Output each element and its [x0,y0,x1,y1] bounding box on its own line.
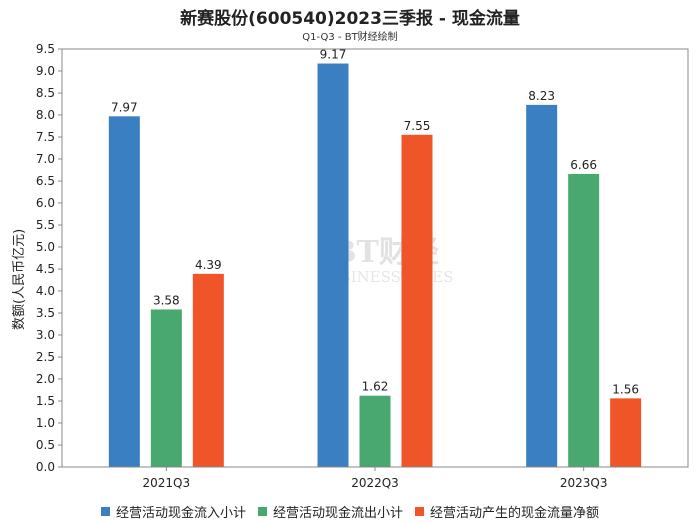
bar [108,116,140,467]
y-tick-label: 8.0 [36,108,55,122]
bar [150,309,182,467]
y-tick-label: 0.0 [36,460,55,474]
plot-frame [61,48,689,468]
y-tick-label: 8.5 [36,86,55,100]
legend: 经营活动现金流入小计 经营活动现金流出小计 经营活动产生的现金流量净额 [0,502,700,521]
y-tick-label: 6.5 [36,174,55,188]
y-tick-label: 3.0 [36,328,55,342]
y-tick-label: 7.0 [36,152,55,166]
legend-item-net[interactable]: 经营活动产生的现金流量净额 [415,502,599,521]
bar [192,273,224,467]
legend-swatch-outflow [257,507,267,516]
y-tick-label: 1.5 [36,394,55,408]
x-tick-label: 2022Q3 [351,476,399,490]
bar-value-label: 7.97 [111,100,138,114]
bar-value-label: 6.66 [570,158,597,172]
y-tick-label: 4.0 [36,284,55,298]
chart-subtitle: Q1-Q3 - BT财经绘制 [302,32,398,43]
bar [526,104,558,467]
bar [610,398,642,467]
legend-item-outflow[interactable]: 经营活动现金流出小计 [257,502,403,521]
legend-label-inflow: 经营活动现金流入小计 [115,506,246,521]
legend-swatch-net [415,507,424,516]
y-tick-label: 9.0 [36,64,55,78]
bar [568,173,600,467]
y-tick-label: 5.5 [36,218,55,232]
y-tick-label: 4.5 [36,262,55,276]
x-tick-label: 2021Q3 [143,476,191,490]
y-tick-label: 7.5 [36,130,55,144]
y-tick-label: 3.5 [36,306,55,320]
bar-chart: BT财经BUSINESSTIMES0.00.51.01.52.02.53.03.… [36,42,689,490]
bar-value-label: 3.58 [153,293,180,307]
bar-value-label: 8.23 [528,89,555,103]
y-tick-label: 5.0 [36,240,55,254]
legend-item-inflow[interactable]: 经营活动现金流入小计 [100,502,246,521]
legend-swatch-inflow [100,507,110,516]
chart-title: 新赛股份(600540)2023三季报 - 现金流量 [180,9,520,29]
legend-label-net: 经营活动产生的现金流量净额 [430,506,600,521]
bar-value-label: 1.56 [612,382,639,396]
y-tick-label: 0.5 [36,438,55,452]
bar-value-label: 1.62 [362,380,389,394]
y-tick-label: 2.0 [36,372,55,386]
bar [317,63,349,468]
bar-value-label: 9.17 [320,48,347,62]
legend-label-outflow: 经营活动现金流出小计 [272,506,403,521]
y-tick-label: 9.5 [36,42,55,56]
bar-value-label: 7.55 [404,119,431,133]
y-tick-label: 1.0 [36,416,55,430]
y-tick-label: 2.5 [36,350,55,364]
y-tick-label: 6.0 [36,196,55,210]
bar [401,134,433,468]
bar [359,395,391,467]
bar-value-label: 4.39 [195,258,222,272]
x-tick-label: 2023Q3 [560,476,608,490]
